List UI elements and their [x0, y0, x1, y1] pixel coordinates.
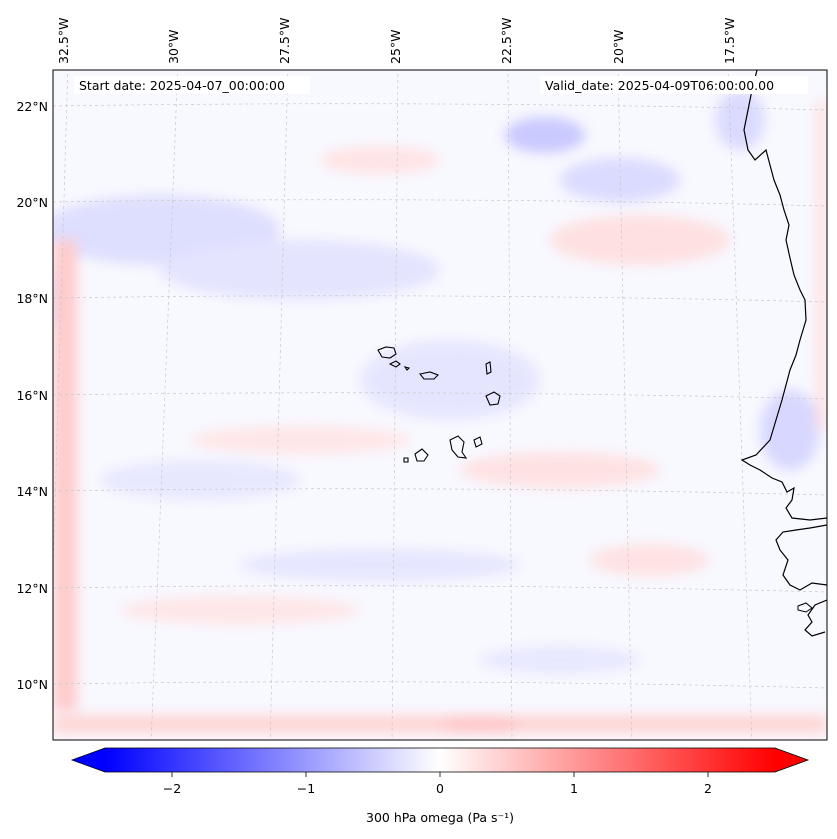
- map-frame: [52, 69, 828, 741]
- start-date-text: Start date: 2025-04-07_00:00:00: [79, 78, 285, 93]
- omega-blob-positive: [550, 215, 730, 265]
- lat-label-10n: 10°N: [16, 677, 48, 692]
- colorbar-outline: [70, 747, 810, 773]
- colorbar-tick-label: −1: [297, 781, 315, 796]
- africa-coastline: [740, 70, 827, 637]
- omega-blob-negative: [160, 240, 440, 300]
- colorbar-tick-label: 1: [570, 781, 578, 796]
- omega-blob-positive: [320, 146, 440, 174]
- omega-blob-negative: [505, 117, 585, 153]
- omega-band-positive: [816, 100, 827, 430]
- island-sal: [485, 361, 492, 375]
- start-date-box: [74, 76, 310, 94]
- lat-label-20n: 20°N: [16, 195, 48, 210]
- colorbar-tick-label: −2: [163, 781, 181, 796]
- omega-blob-positive: [460, 452, 660, 488]
- lon-label-20w: 20°W: [611, 29, 626, 64]
- lon-label-22-5w: 22.5°W: [499, 18, 514, 64]
- longitude-labels: 32.5°W 30°W 27.5°W 25°W 22.5°W 20°W 17.5…: [56, 18, 737, 64]
- omega-blob-positive: [590, 544, 710, 576]
- island-sao-vicente: [388, 360, 401, 368]
- omega-blob-positive: [440, 717, 520, 733]
- island-brava: [403, 457, 409, 463]
- omega-field: [53, 70, 827, 740]
- island-santa-luzia: [403, 366, 411, 371]
- omega-blob-negative: [100, 460, 300, 500]
- map-panel[interactable]: Start date: 2025-04-07_00:00:00 Valid_da…: [40, 62, 828, 745]
- bijagos-islands: [797, 602, 813, 613]
- colorbar-extend-min: [72, 748, 105, 772]
- island-santiago: [449, 435, 468, 459]
- lon-label-17-5w: 17.5°W: [722, 18, 737, 64]
- island-santo-antao: [377, 346, 397, 359]
- lat-label-12n: 12°N: [16, 581, 48, 596]
- omega-blob-negative: [360, 340, 540, 420]
- colorbar: −2 −1 0 1 2 300 hPa omega (Pa s⁻¹): [70, 747, 810, 825]
- island-sao-nicolau: [419, 371, 439, 380]
- graticule: [53, 70, 827, 740]
- colorbar-ticks: [171, 772, 709, 777]
- latitude-labels: 22°N 20°N 18°N 16°N 14°N 12°N 10°N: [16, 99, 48, 692]
- lon-label-27-5w: 27.5°W: [277, 18, 292, 64]
- island-maio: [473, 436, 483, 448]
- island-fogo: [414, 448, 429, 462]
- lat-label-18n: 18°N: [16, 291, 48, 306]
- colorbar-extend-max: [775, 748, 808, 772]
- lat-label-22n: 22°N: [16, 99, 48, 114]
- omega-blob-negative: [560, 158, 680, 202]
- valid-date-text: Valid_date: 2025-04-09T06:00:00.00: [545, 78, 774, 93]
- omega-band-positive: [53, 715, 827, 733]
- omega-blob-negative: [480, 646, 640, 674]
- parallel-line: [53, 681, 827, 689]
- parallel-line: [53, 103, 827, 111]
- cape-verde-islands: [377, 346, 501, 463]
- colorbar-tick-label: 2: [704, 781, 712, 796]
- colorbar-label: 300 hPa omega (Pa s⁻¹): [366, 810, 514, 825]
- parallel-line: [53, 392, 827, 400]
- lon-label-25w: 25°W: [388, 29, 403, 64]
- island-boa-vista: [485, 391, 501, 406]
- lat-label-16n: 16°N: [16, 388, 48, 403]
- parallel-line: [53, 295, 827, 303]
- lon-label-32-5w: 32.5°W: [56, 18, 71, 64]
- colorbar-gradient: [105, 748, 775, 772]
- parallel-line: [53, 488, 827, 496]
- lon-label-30w: 30°W: [166, 29, 181, 64]
- omega-blob-negative: [715, 90, 765, 150]
- omega-blob-positive: [190, 426, 410, 454]
- colorbar-tick-label: 0: [436, 781, 444, 796]
- omega-blob-negative: [760, 390, 820, 470]
- omega-band-positive: [53, 240, 77, 710]
- omega-blob-positive: [120, 596, 360, 624]
- parallel-line: [53, 199, 827, 207]
- valid-date-box: [540, 76, 808, 94]
- parallel-line: [53, 585, 827, 593]
- omega-blob-negative: [240, 549, 520, 581]
- lat-label-14n: 14°N: [16, 484, 48, 499]
